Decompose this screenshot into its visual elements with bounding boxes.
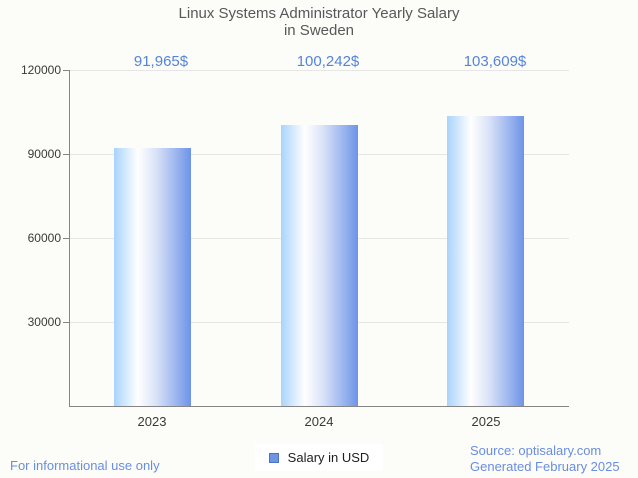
x-axis-label-2023: 2023 xyxy=(137,414,167,429)
y-axis-tick xyxy=(63,238,69,239)
chart-title-line2: in Sweden xyxy=(283,22,355,39)
y-axis-label: 60000 xyxy=(27,231,61,245)
disclaimer-text: For informational use only xyxy=(10,458,160,473)
bar-2025 xyxy=(447,116,524,406)
x-axis-line xyxy=(69,406,569,407)
chart-title-line1: Linux Systems Administrator Yearly Salar… xyxy=(178,5,460,22)
legend-item-salary-in-usd: Salary in USD xyxy=(254,444,384,471)
y-axis-tick xyxy=(63,70,69,71)
generated-line: Generated February 2025 xyxy=(470,459,620,474)
x-axis-label-2025: 2025 xyxy=(471,414,501,429)
y-axis-tick xyxy=(63,322,69,323)
y-axis-label: 120000 xyxy=(20,63,61,77)
gridline xyxy=(69,70,569,71)
x-axis-label-2024: 2024 xyxy=(304,414,334,429)
source-text: Source: optisalary.com Generated Februar… xyxy=(470,443,620,475)
chart-title: Linux Systems Administrator Yearly Salar… xyxy=(0,5,638,39)
bar-2023 xyxy=(114,148,191,406)
y-axis-line xyxy=(69,70,70,406)
legend-label: Salary in USD xyxy=(287,450,370,465)
y-axis-label: 90000 xyxy=(27,147,61,161)
value-label-2024: 100,242$ xyxy=(296,53,360,70)
y-axis-tick xyxy=(63,154,69,155)
y-axis-label: 30000 xyxy=(27,315,61,329)
value-label-2025: 103,609$ xyxy=(463,53,527,70)
source-line: Source: optisalary.com xyxy=(470,443,602,458)
legend: Salary in USD xyxy=(0,444,638,471)
value-label-2023: 91,965$ xyxy=(133,53,189,70)
legend-swatch-icon xyxy=(268,452,279,463)
bar-2024 xyxy=(281,125,358,406)
